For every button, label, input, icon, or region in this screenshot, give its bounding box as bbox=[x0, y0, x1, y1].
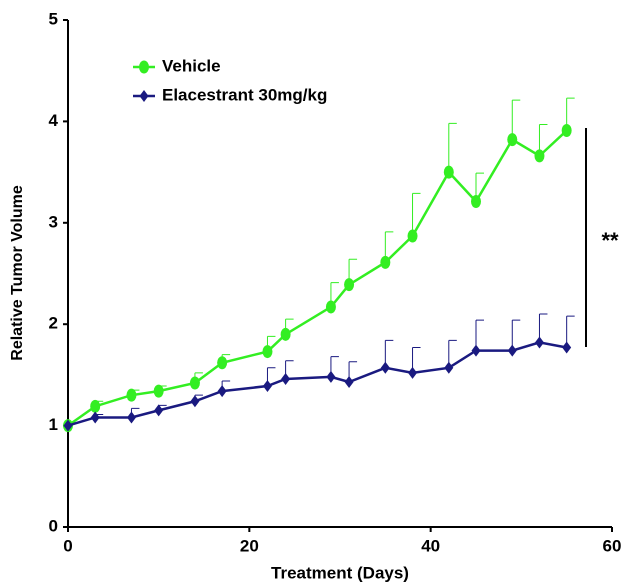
data-point bbox=[217, 385, 227, 398]
data-point bbox=[153, 384, 164, 398]
data-point bbox=[63, 419, 73, 432]
data-point bbox=[262, 380, 272, 393]
data-point bbox=[507, 344, 517, 357]
y-tick-label: 4 bbox=[49, 111, 59, 130]
legend-marker bbox=[139, 90, 149, 102]
data-point bbox=[471, 195, 481, 209]
legend-label: Elacestrant 30mg/kg bbox=[162, 85, 327, 104]
error-bar bbox=[511, 99, 521, 140]
legend-marker bbox=[139, 60, 149, 74]
data-point bbox=[126, 388, 137, 402]
legend-label: Vehicle bbox=[162, 56, 221, 75]
data-point bbox=[507, 133, 518, 147]
data-point bbox=[154, 404, 164, 417]
data-point bbox=[380, 255, 391, 269]
data-point bbox=[280, 327, 291, 341]
data-point bbox=[408, 366, 418, 379]
x-tick-label: 60 bbox=[603, 536, 622, 555]
y-tick-label: 2 bbox=[49, 314, 58, 333]
x-tick-label: 0 bbox=[63, 536, 72, 555]
y-tick-label: 5 bbox=[49, 9, 58, 28]
data-point bbox=[443, 165, 454, 179]
series-line bbox=[67, 129, 568, 427]
series-line bbox=[67, 341, 567, 427]
error-bar bbox=[566, 315, 575, 348]
data-point bbox=[534, 149, 545, 163]
data-point bbox=[562, 341, 572, 354]
data-point bbox=[90, 399, 101, 413]
data-point bbox=[90, 411, 100, 424]
data-point bbox=[190, 395, 200, 408]
y-axis-label: Relative Tumor Volume bbox=[9, 185, 26, 361]
error-bar bbox=[475, 319, 484, 351]
data-point bbox=[189, 376, 200, 390]
data-point bbox=[344, 375, 354, 388]
data-point bbox=[326, 370, 336, 383]
data-point bbox=[126, 411, 136, 424]
x-tick-label: 40 bbox=[421, 536, 440, 555]
error-bar bbox=[412, 192, 421, 236]
data-point bbox=[217, 356, 228, 370]
data-point bbox=[444, 361, 454, 374]
y-tick-label: 3 bbox=[49, 212, 58, 231]
y-tick-label: 0 bbox=[49, 516, 58, 535]
data-point bbox=[561, 124, 572, 138]
data-point bbox=[281, 372, 291, 385]
error-bar bbox=[448, 122, 457, 173]
x-tick-label: 20 bbox=[240, 536, 259, 555]
data-point bbox=[262, 345, 273, 359]
data-point bbox=[344, 278, 355, 292]
significance-annotation: ** bbox=[601, 228, 619, 253]
data-point bbox=[471, 344, 481, 357]
data-point bbox=[407, 229, 418, 243]
x-axis-label: Treatment (Days) bbox=[271, 563, 409, 582]
data-point bbox=[380, 361, 390, 374]
data-point bbox=[534, 336, 544, 349]
data-point bbox=[325, 300, 336, 314]
y-tick-label: 1 bbox=[49, 415, 58, 434]
error-bar bbox=[511, 319, 521, 351]
